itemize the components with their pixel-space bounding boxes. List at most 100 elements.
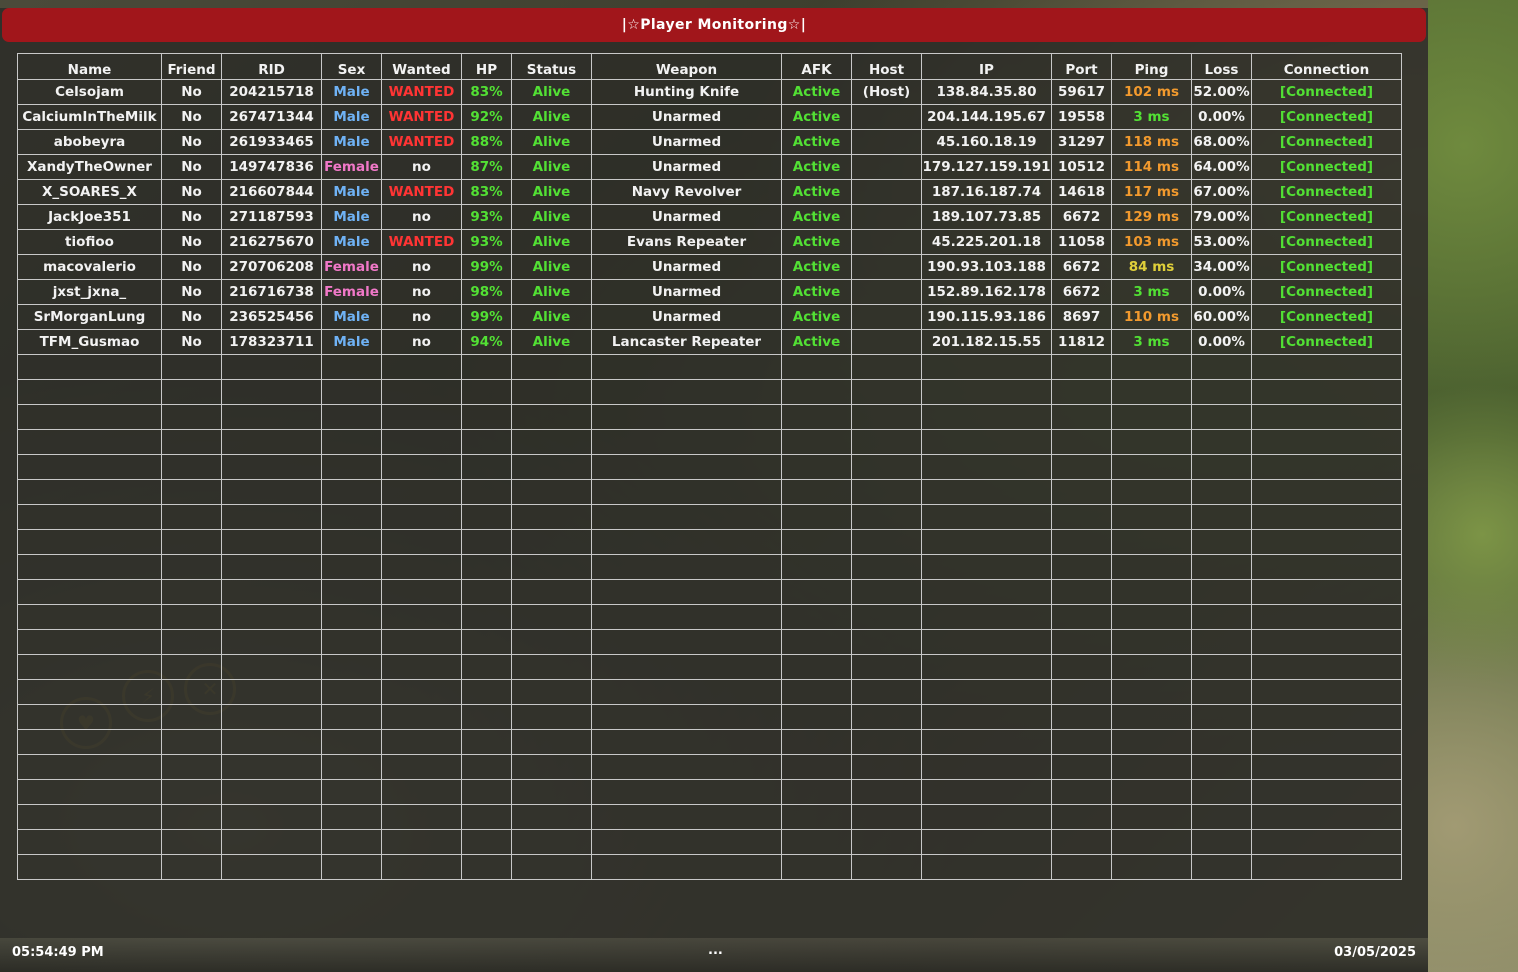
empty-cell	[851, 854, 922, 880]
empty-cell	[851, 529, 922, 555]
table-row[interactable]: X_SOARES_X No 216607844 Male WANTED 83% Alive N…	[17, 179, 1402, 205]
empty-table-row	[17, 379, 1402, 405]
cell-ip: 179.127.159.191	[921, 154, 1052, 180]
empty-cell	[161, 454, 222, 480]
cell-port: 19558	[1051, 104, 1112, 130]
empty-cell	[781, 504, 852, 530]
cell-host	[851, 129, 922, 155]
cell-host	[851, 204, 922, 230]
empty-cell	[851, 379, 922, 405]
column-header-wanted[interactable]: Wanted	[381, 53, 462, 80]
table-row[interactable]: tiofioo No 216275670 Male WANTED 93% Alive Evan…	[17, 229, 1402, 255]
table-row[interactable]: macovalerio No 270706208 Female no 99% Alive Un…	[17, 254, 1402, 280]
empty-cell	[591, 429, 782, 455]
empty-cell	[461, 629, 512, 655]
empty-cell	[781, 704, 852, 730]
table-row[interactable]: JackJoe351 No 271187593 Male no 93% Alive Unarm…	[17, 204, 1402, 230]
player-monitoring-window: |☆Player Monitoring☆| Name Friend RID Sex Wa…	[0, 8, 1428, 938]
empty-cell	[321, 429, 382, 455]
cell-rid: 271187593	[221, 204, 322, 230]
empty-cell	[461, 754, 512, 780]
empty-cell	[221, 804, 322, 830]
table-row[interactable]: Celsojam No 204215718 Male WANTED 83% Alive Hun…	[17, 79, 1402, 105]
empty-cell	[221, 454, 322, 480]
cell-port: 6672	[1051, 204, 1112, 230]
cell-port: 11058	[1051, 229, 1112, 255]
empty-cell	[1111, 604, 1192, 630]
empty-table-row	[17, 704, 1402, 730]
cell-hp: 93%	[461, 229, 512, 255]
table-row[interactable]: XandyTheOwner No 149747836 Female no 87% Alive…	[17, 154, 1402, 180]
cell-ping: 117 ms	[1111, 179, 1192, 205]
column-header-connection[interactable]: Connection	[1251, 53, 1402, 80]
column-header-friend[interactable]: Friend	[161, 53, 222, 80]
window-title[interactable]: |☆Player Monitoring☆|	[2, 8, 1426, 42]
empty-cell	[1191, 379, 1252, 405]
empty-cell	[1111, 654, 1192, 680]
cell-rid: 261933465	[221, 129, 322, 155]
empty-cell	[591, 529, 782, 555]
table-row[interactable]: abobeyra No 261933465 Male WANTED 88% Alive Una…	[17, 129, 1402, 155]
column-header-afk[interactable]: AFK	[781, 53, 852, 80]
cell-wanted: no	[381, 204, 462, 230]
table-row[interactable]: CalciumInTheMilk No 267471344 Male WANTED 92%…	[17, 104, 1402, 130]
empty-cell	[1191, 729, 1252, 755]
empty-cell	[781, 754, 852, 780]
empty-cell	[17, 454, 162, 480]
empty-cell	[461, 604, 512, 630]
empty-cell	[851, 729, 922, 755]
empty-cell	[1051, 579, 1112, 605]
empty-cell	[321, 379, 382, 405]
cell-rid: 270706208	[221, 254, 322, 280]
column-header-ip[interactable]: IP	[921, 53, 1052, 80]
table-row[interactable]: SrMorganLung No 236525456 Male no 99% Alive Una…	[17, 304, 1402, 330]
empty-cell	[221, 654, 322, 680]
empty-cell	[221, 729, 322, 755]
empty-cell	[381, 804, 462, 830]
empty-cell	[781, 354, 852, 380]
empty-cell	[161, 529, 222, 555]
empty-cell	[921, 654, 1052, 680]
cell-weapon: Hunting Knife	[591, 79, 782, 105]
cell-wanted: WANTED	[381, 129, 462, 155]
column-header-ping[interactable]: Ping	[1111, 53, 1192, 80]
empty-cell	[1051, 754, 1112, 780]
cell-hp: 99%	[461, 254, 512, 280]
table-row[interactable]: jxst_jxna_ No 216716738 Female no 98% Alive Una…	[17, 279, 1402, 305]
empty-cell	[1251, 654, 1402, 680]
empty-cell	[851, 454, 922, 480]
empty-cell	[221, 829, 322, 855]
empty-cell	[321, 554, 382, 580]
empty-cell	[1111, 754, 1192, 780]
cell-afk: Active	[781, 204, 852, 230]
empty-cell	[511, 404, 592, 430]
empty-cell	[1191, 754, 1252, 780]
column-header-host[interactable]: Host	[851, 53, 922, 80]
empty-cell	[781, 379, 852, 405]
empty-cell	[1051, 779, 1112, 805]
column-header-status[interactable]: Status	[511, 53, 592, 80]
empty-cell	[511, 429, 592, 455]
column-header-hp[interactable]: HP	[461, 53, 512, 80]
cell-sex: Male	[321, 179, 382, 205]
column-header-rid[interactable]: RID	[221, 53, 322, 80]
empty-cell	[161, 504, 222, 530]
table-row[interactable]: TFM_Gusmao No 178323711 Male no 94% Alive Lanca…	[17, 329, 1402, 355]
column-header-sex[interactable]: Sex	[321, 53, 382, 80]
cell-name: JackJoe351	[17, 204, 162, 230]
cell-loss: 0.00%	[1191, 329, 1252, 355]
empty-cell	[221, 529, 322, 555]
empty-cell	[221, 604, 322, 630]
column-header-loss[interactable]: Loss	[1191, 53, 1252, 80]
empty-cell	[1251, 679, 1402, 705]
column-header-name[interactable]: Name	[17, 53, 162, 80]
empty-cell	[1111, 779, 1192, 805]
empty-cell	[321, 354, 382, 380]
cell-host	[851, 229, 922, 255]
empty-cell	[17, 429, 162, 455]
column-header-weapon[interactable]: Weapon	[591, 53, 782, 80]
clock-date: 03/05/2025	[1334, 945, 1416, 960]
empty-cell	[321, 404, 382, 430]
empty-cell	[461, 679, 512, 705]
column-header-port[interactable]: Port	[1051, 53, 1112, 80]
